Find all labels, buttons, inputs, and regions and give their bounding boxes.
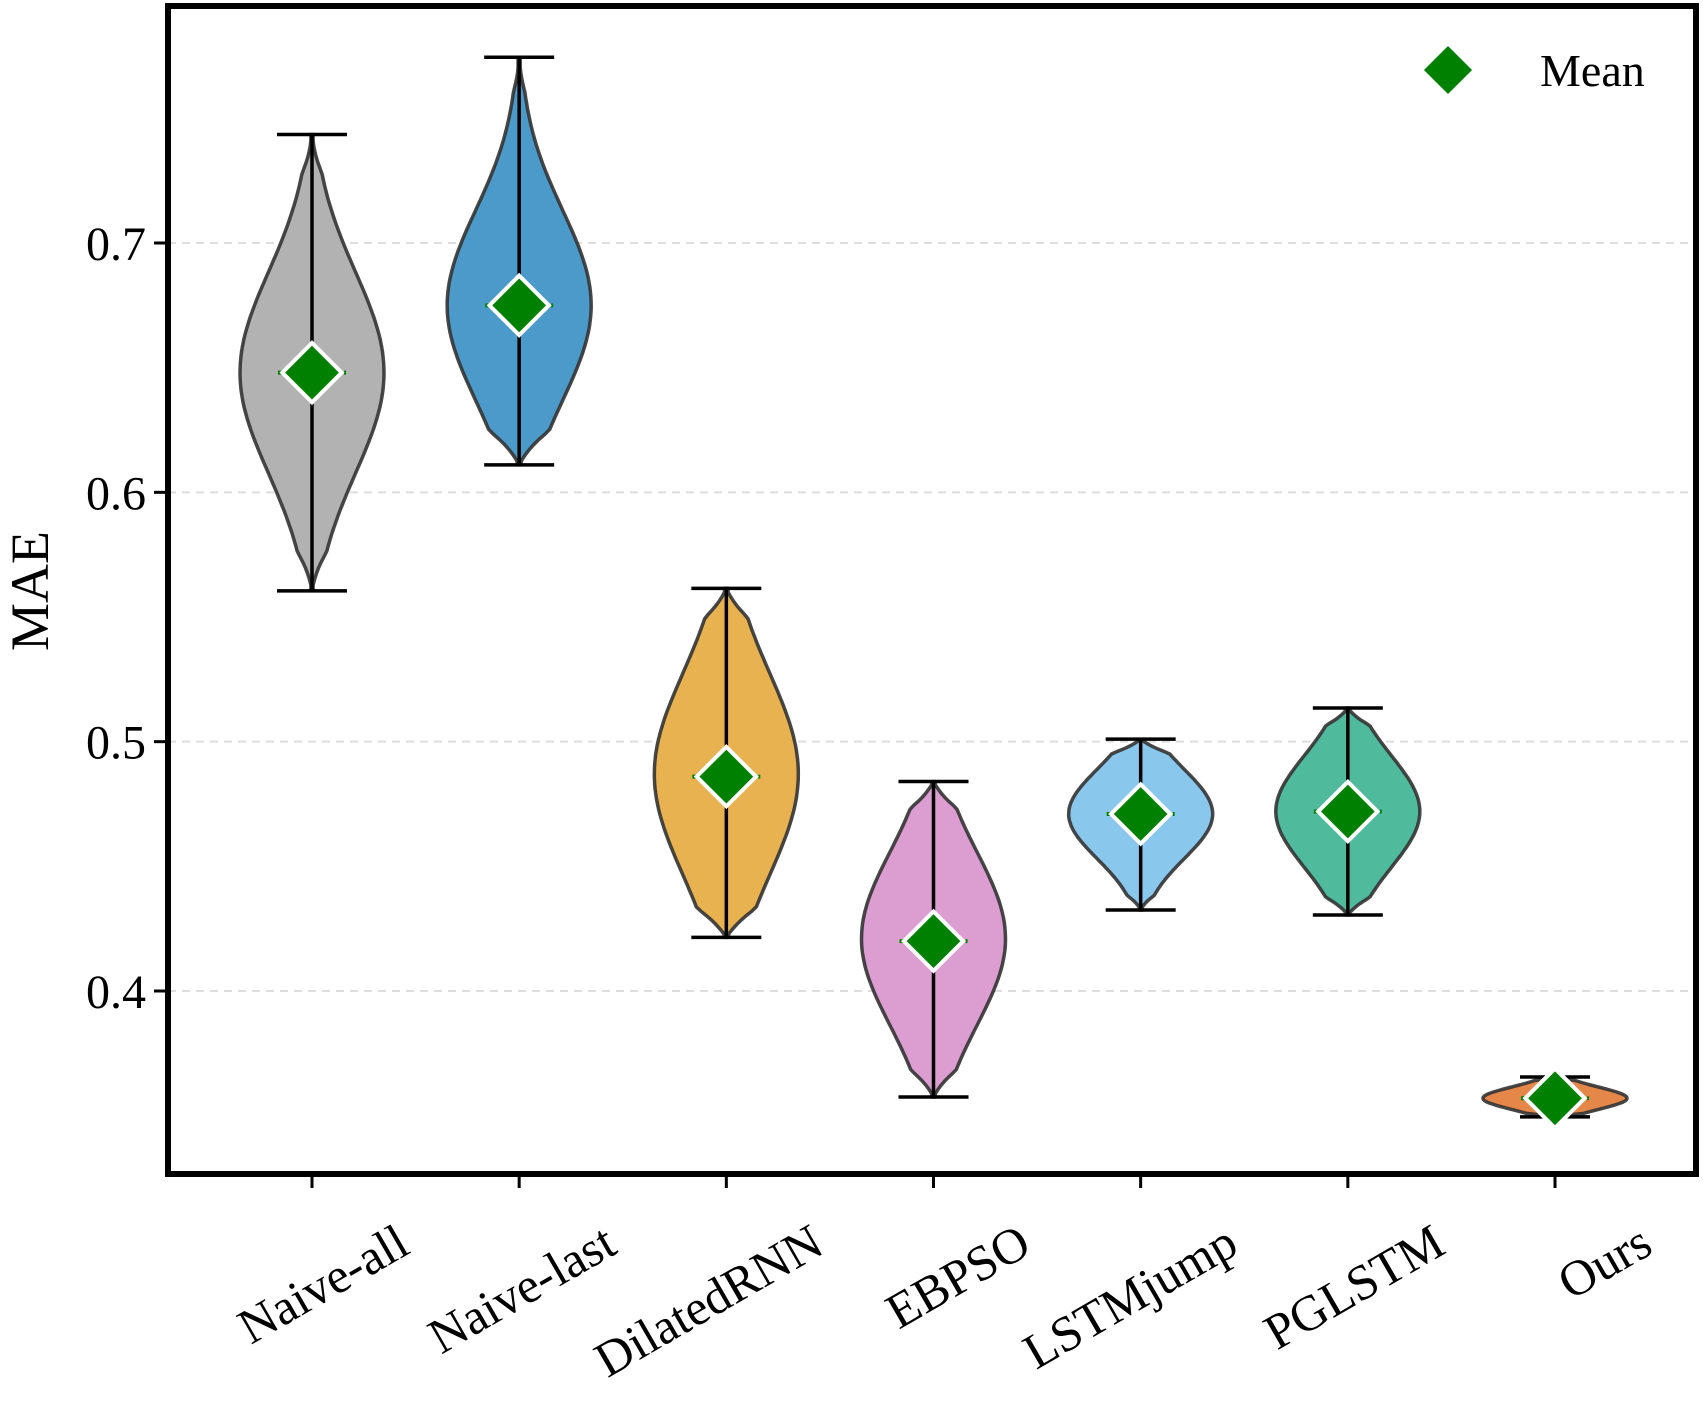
y-ticks: 0.4 0.5 0.6 0.7: [86, 218, 168, 1019]
legend-mean-marker: [1423, 45, 1473, 95]
y-axis-label: MAE: [0, 531, 60, 651]
y-tick-label: 0.7: [86, 218, 146, 271]
mean-marker: [1522, 1065, 1588, 1131]
x-tick-label: LSTMjump: [1014, 1213, 1247, 1380]
x-tick-label: DilatedRNN: [585, 1213, 832, 1388]
violins: [238, 55, 1629, 1119]
y-tick-label: 0.4: [86, 966, 146, 1019]
mean-marker: [279, 340, 345, 406]
x-tick-label: Naive-all: [228, 1213, 417, 1355]
x-tick-label: PGLSTM: [1254, 1213, 1453, 1360]
y-tick-label: 0.5: [86, 717, 146, 770]
mean-marker: [693, 744, 759, 810]
mean-marker: [486, 272, 552, 338]
y-tick-label: 0.6: [86, 467, 146, 520]
legend: Mean: [1423, 45, 1645, 96]
mean-marker: [900, 908, 967, 974]
x-tick-label: Ours: [1548, 1213, 1660, 1310]
mean-markers: [279, 272, 1588, 1131]
legend-mean-label: Mean: [1540, 45, 1645, 96]
mean-marker: [1315, 778, 1381, 845]
x-tick-label: EBPSO: [876, 1213, 1039, 1339]
mean-marker: [1108, 781, 1174, 847]
